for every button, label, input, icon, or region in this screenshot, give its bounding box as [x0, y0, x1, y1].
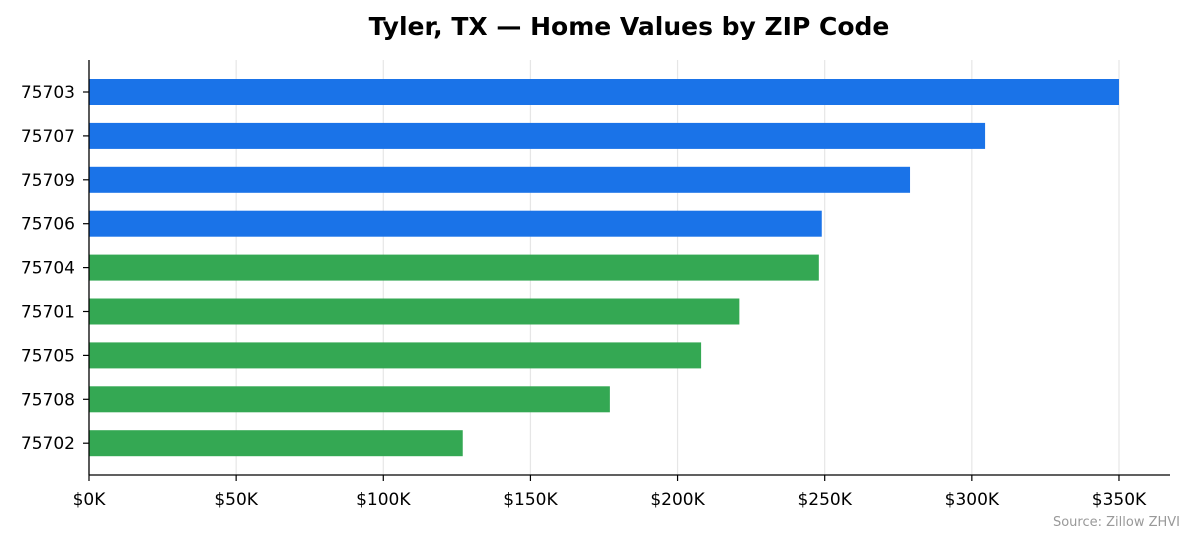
y-tick-labels: 75703 75707 75709 75706 75704 75701 75705 75708…	[21, 83, 89, 454]
y-tick-label: 75706	[21, 215, 75, 235]
y-tick-label: 75704	[21, 259, 75, 279]
bar-75708	[89, 386, 610, 413]
y-tick-label: 75709	[21, 171, 75, 191]
bar-75705	[89, 342, 702, 369]
bar-75709	[89, 166, 911, 193]
x-tick-label: $350K	[1092, 490, 1147, 510]
y-tick-label: 75708	[21, 390, 75, 410]
x-tick-labels: $0K $50K $100K $150K $200K $250K $300K $350K	[73, 475, 1147, 510]
x-tick-label: $0K	[73, 490, 107, 510]
y-tick-label: 75707	[21, 127, 75, 147]
x-tick-label: $300K	[945, 490, 1000, 510]
y-tick-label: 75705	[21, 346, 75, 366]
bar-75706	[89, 210, 822, 237]
x-tick-label: $50K	[214, 490, 258, 510]
bars	[89, 79, 1119, 457]
y-tick-label: 75702	[21, 434, 75, 454]
x-tick-label: $200K	[650, 490, 705, 510]
y-tick-label: 75703	[21, 83, 75, 103]
source-note: Source: Zillow ZHVI	[1053, 515, 1180, 530]
chart-title: Tyler, TX — Home Values by ZIP Code	[369, 12, 890, 41]
bar-75707	[89, 122, 986, 149]
bar-75703	[89, 79, 1119, 105]
bar-75702	[89, 430, 463, 457]
x-tick-label: $150K	[503, 490, 558, 510]
bar-75701	[89, 298, 740, 325]
x-tick-label: $100K	[356, 490, 411, 510]
x-tick-label: $250K	[797, 490, 852, 510]
y-tick-label: 75701	[21, 303, 75, 323]
bar-75704	[89, 254, 819, 281]
